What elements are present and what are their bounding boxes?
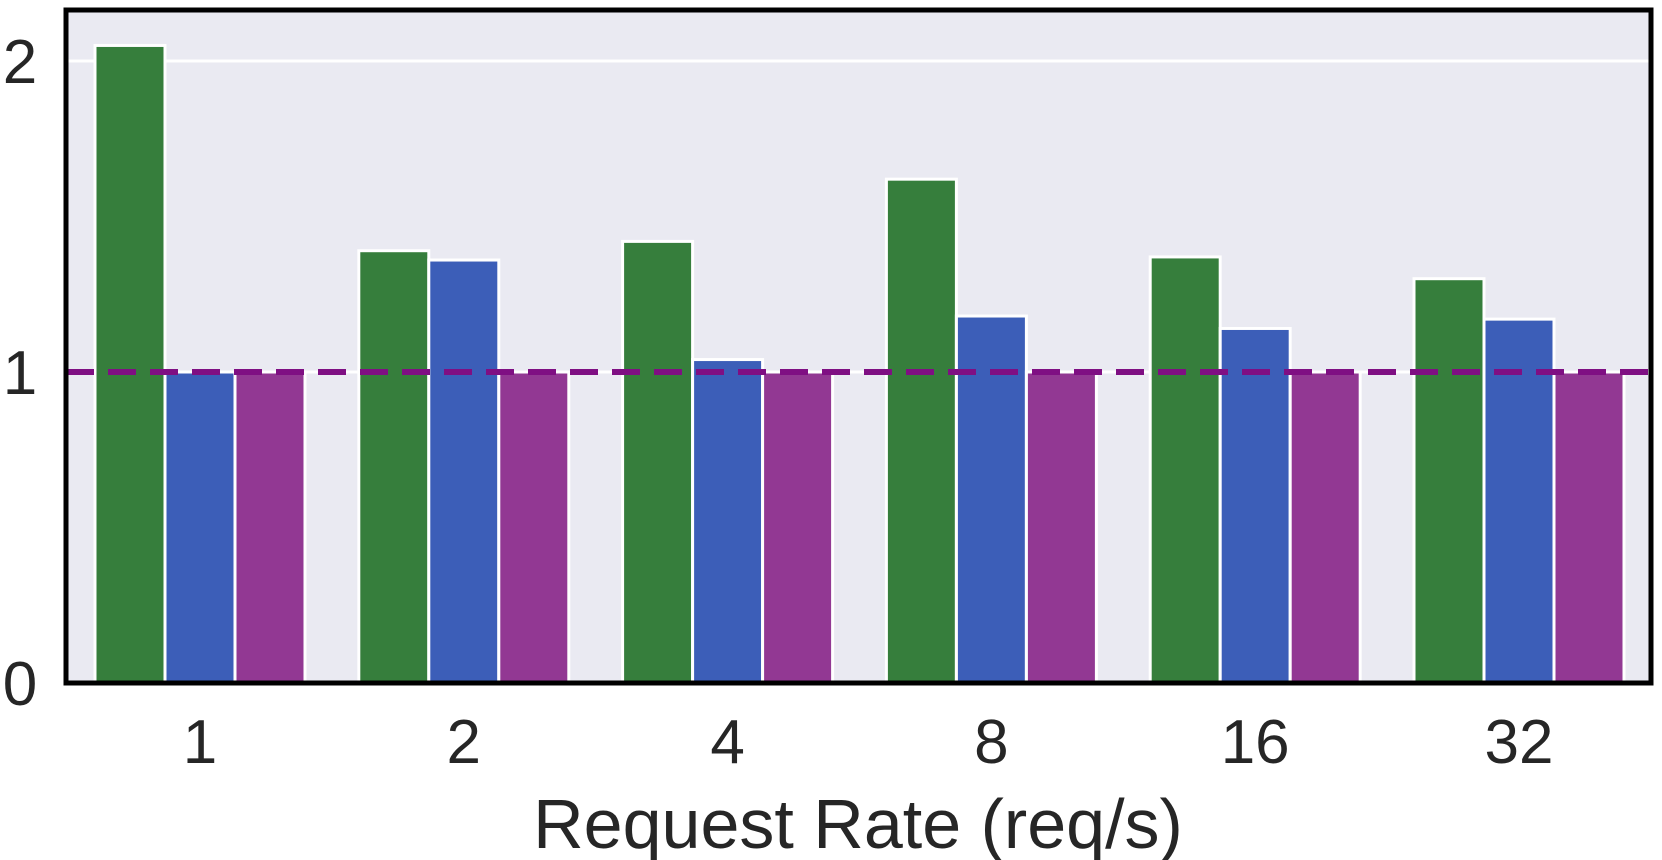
y-tick-labels: 0 1 2 [3,28,37,719]
x-axis-label: Request Rate (req/s) [533,785,1183,860]
x-tick-labels: 1 2 4 8 16 32 [183,708,1554,777]
plot-background [66,10,1651,683]
y-tick-label: 1 [3,339,37,408]
bar-8-series-1 [884,177,958,685]
bar-1-series-2 [163,370,237,685]
bar-16-series-2 [1218,326,1292,685]
bar-32-series-1 [1412,277,1486,685]
y-tick-label: 2 [3,28,37,97]
bar-8-series-2 [954,314,1028,685]
bar-32-series-3 [1552,370,1626,685]
bar-1-series-1 [93,43,167,685]
bar-16-series-1 [1148,255,1222,685]
x-tick-label: 4 [710,708,744,777]
x-tick-label: 2 [447,708,481,777]
x-tick-label: 16 [1221,708,1290,777]
x-tick-label: 8 [974,708,1008,777]
bar-8-series-3 [1024,370,1098,685]
bar-2-series-2 [427,258,501,685]
bar-4-series-2 [691,358,765,685]
x-tick-label: 1 [183,708,217,777]
bar-2-series-1 [357,249,431,685]
bars [93,43,1626,685]
x-tick-label: 32 [1485,708,1554,777]
bar-1-series-3 [233,370,307,685]
plot-frame [63,7,1654,686]
y-tick-label: 0 [3,650,37,719]
bar-2-series-3 [497,370,571,685]
bar-4-series-3 [761,370,835,685]
bar-4-series-1 [621,239,695,685]
bar-16-series-3 [1288,370,1362,685]
bar-32-series-2 [1482,317,1556,685]
